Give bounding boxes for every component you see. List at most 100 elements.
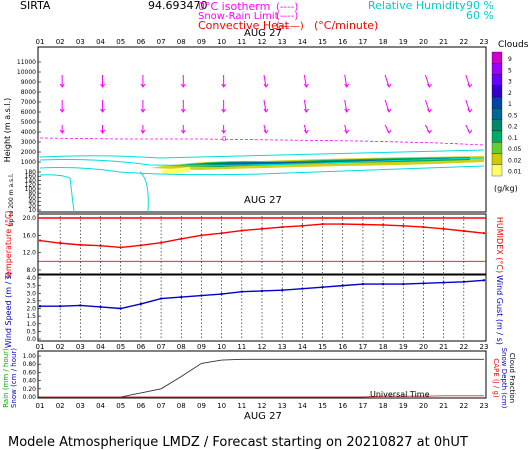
wind-arrow xyxy=(424,74,430,88)
rh-label: Relative Humidity xyxy=(368,0,466,12)
wind-arrow-head xyxy=(140,129,146,134)
top-hour-axis: 01 02 03 04 05 06 07 08 09 10 11 12 13 14 15 16 17 18 19 20… xyxy=(36,38,489,46)
wind-speed-line-point xyxy=(301,287,304,290)
wind-arrow-head xyxy=(344,129,350,134)
hour-tick-label: 21 xyxy=(439,402,448,410)
hour-tick-label: 07 xyxy=(157,38,166,46)
hour-tick-label: 08 xyxy=(177,38,186,46)
temperature-line-point xyxy=(58,241,62,245)
wind-speed-line-point xyxy=(462,280,466,284)
temperature-line-point xyxy=(381,223,385,227)
wind-arrow-head xyxy=(386,129,392,134)
temperature-line-point xyxy=(220,231,223,235)
hour-tick-label: 13 xyxy=(278,343,287,351)
ytick-label: 1.5 xyxy=(26,313,36,320)
hour-tick-label: 15 xyxy=(318,402,327,410)
wind-arrow-head xyxy=(344,108,350,113)
wind-speed-line-point xyxy=(482,279,486,282)
hour-tick-label: 13 xyxy=(278,38,287,46)
colorbar-label: 9 xyxy=(508,56,512,63)
ytick-label: 0.80 xyxy=(23,361,37,368)
temperature-line-point xyxy=(442,227,445,231)
hour-tick-label: 03 xyxy=(76,343,85,351)
temperature-plot xyxy=(38,216,486,273)
bottom-hour-axis: 01 02 03 04 05 06 07 08 09 10 11 12 13 14 15 16 17 18 19 20… xyxy=(36,402,489,410)
hour-tick-label: 05 xyxy=(116,343,125,351)
wind-arrow xyxy=(344,99,348,113)
hour-tick-label: 15 xyxy=(318,343,327,351)
wind-arrow xyxy=(263,74,267,88)
hour-tick-label: 22 xyxy=(459,402,468,410)
hour-tick-label: 06 xyxy=(136,402,145,410)
height-ytick-label: 7000 xyxy=(21,99,36,106)
hour-tick-label: 05 xyxy=(116,402,125,410)
wind-speed-line-point xyxy=(99,305,102,309)
wind-arrow-head xyxy=(344,83,350,88)
hour-tick-label: 20 xyxy=(419,38,428,46)
wind-arrow-head xyxy=(386,108,392,113)
wind-arrow xyxy=(303,74,307,88)
legend-heat-unit: (°C/minute) xyxy=(314,19,378,32)
hour-tick-label: 23 xyxy=(480,38,489,46)
temperature-line-point xyxy=(280,225,284,229)
temperature-line-point xyxy=(200,234,203,237)
rh-contour-5 xyxy=(139,171,149,213)
temperature-line-point xyxy=(119,246,122,249)
hour-tick-label: 14 xyxy=(298,402,307,410)
hour-tick-label: 11 xyxy=(237,38,246,46)
wind-speed-line-point xyxy=(159,297,163,300)
hour-tick-label: 08 xyxy=(177,343,186,351)
wind-speed-line-point xyxy=(381,282,385,286)
hour-tick-label: 20 xyxy=(419,343,428,351)
mid-hour-axis: 01 02 03 04 05 06 07 08 09 10 11 12 13 14 15 16 17 18 19 20… xyxy=(36,343,489,351)
cape-ylabel: CAPE (J / g) xyxy=(492,358,500,398)
hour-tick-label: 05 xyxy=(116,38,125,46)
ytick-label: 8.0 xyxy=(26,267,36,274)
wind-arrow xyxy=(384,99,390,113)
wind-speed-line-point xyxy=(200,294,203,297)
wind-arrow-head xyxy=(427,108,432,113)
legend-convective: Convective Heat xyxy=(198,19,290,32)
hour-tick-label: 16 xyxy=(338,38,347,46)
hour-tick-label: 19 xyxy=(399,343,408,351)
hour-tick-label: 20 xyxy=(419,402,428,410)
height-ytick-label: 2000 xyxy=(21,149,36,156)
rh-contour-4 xyxy=(39,174,75,213)
date-label-top: AUG 27 xyxy=(244,28,282,39)
height-ytick-label: 60 xyxy=(28,194,36,201)
hour-tick-label: 06 xyxy=(136,343,145,351)
isotherm-marker: 0 xyxy=(222,135,226,143)
rh-contour-1 xyxy=(39,149,485,159)
wind-arrow-head xyxy=(263,83,269,88)
temperature-line-point xyxy=(462,229,466,233)
hour-tick-label: 17 xyxy=(358,343,367,351)
colorbar-label: 0.2 xyxy=(508,124,518,131)
wind-arrow-head xyxy=(467,129,473,134)
wind-arrow xyxy=(263,99,267,113)
height-ytick-label: 180 xyxy=(25,169,37,176)
hour-tick-label: 09 xyxy=(197,38,206,46)
legend-snow-rain-sample: (----) xyxy=(276,11,298,22)
ytick-label: 0.20 xyxy=(23,386,37,393)
date-label-bottom: AUG 27 xyxy=(244,411,282,422)
temperature-line-point xyxy=(99,244,102,247)
wind-speed-line-point xyxy=(240,290,244,293)
temperature-line-point xyxy=(159,241,163,244)
height-yticks: 11000 10000 9000 8000 7000 6000 5000 4000 3000 20… xyxy=(17,59,41,214)
hour-tick-label: 16 xyxy=(338,343,347,351)
ytick-label: 0.40 xyxy=(23,378,37,385)
height-ytick-label: 10 xyxy=(28,207,36,214)
hour-tick-label: 15 xyxy=(318,38,327,46)
hour-tick-label: 14 xyxy=(298,38,307,46)
wind-arrow-head xyxy=(100,108,105,113)
wind-speed-line-point xyxy=(79,304,82,307)
temperature-line-point xyxy=(482,231,486,235)
wind-arrow-head xyxy=(180,129,186,134)
hour-tick-label: 17 xyxy=(358,402,367,410)
wind-speed-line-point xyxy=(361,282,365,286)
hour-tick-label: 21 xyxy=(439,38,448,46)
cape-line xyxy=(40,395,484,398)
temperature-line-point xyxy=(422,225,425,229)
height-ytick-label: 8000 xyxy=(21,89,36,96)
wind-speed-line-point xyxy=(422,282,425,285)
